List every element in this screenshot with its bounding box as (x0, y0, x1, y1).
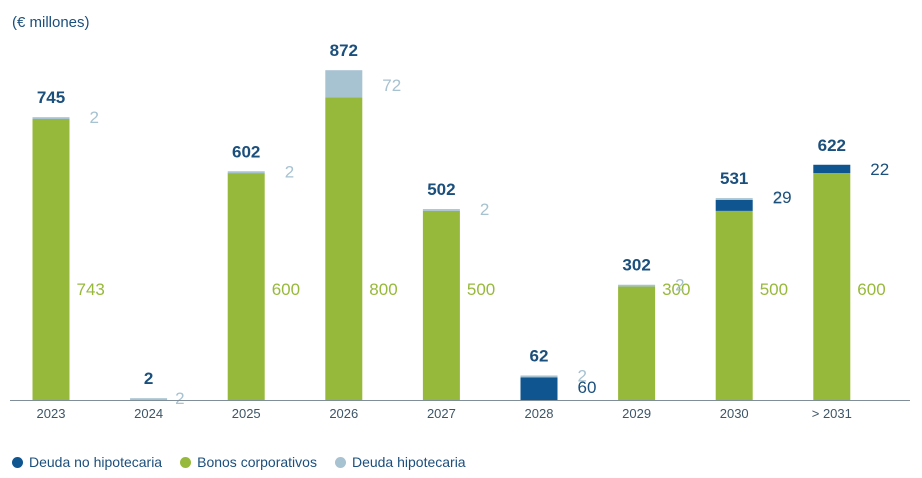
legend-dot-bonos (180, 456, 192, 468)
x-tick-label: > 2031 (812, 406, 852, 421)
bonos-value-label: 800 (369, 280, 397, 299)
total-label: 622 (818, 136, 846, 155)
hipotecaria-value-label: 72 (382, 76, 401, 95)
legend-dot-hipotecaria (334, 456, 346, 468)
total-label: 302 (622, 256, 650, 275)
legend-dot-no-hipotecaria (12, 456, 23, 468)
bar-hipotecaria (618, 284, 656, 287)
total-label: 602 (232, 142, 260, 161)
bar-bonos (715, 210, 753, 400)
x-tick-label: 2028 (525, 406, 554, 421)
bar-no-hipotecaria (715, 199, 753, 211)
bar-bonos (422, 210, 460, 400)
bonos-value-label: 500 (760, 280, 788, 299)
no-hipotecaria-value-label: 22 (870, 160, 889, 179)
hipotecaria-value-label: 2 (285, 162, 294, 181)
bonos-value-label: 500 (467, 280, 495, 299)
legend-label-bonos: Bonos corporativos (197, 454, 317, 470)
bonos-value-label: 743 (77, 280, 105, 299)
bar-hipotecaria (520, 375, 558, 378)
legend-label-no-hipotecaria: Deuda no hipotecaria (29, 454, 163, 470)
total-label: 745 (37, 88, 65, 107)
bar-hipotecaria (32, 117, 70, 119)
bar-bonos (32, 118, 70, 400)
legend-item-hipotecaria: Deuda hipotecaria (334, 454, 466, 470)
hipotecaria-value-label: 2 (675, 276, 684, 295)
total-label: 872 (330, 41, 358, 60)
x-tick-label: 2026 (329, 406, 358, 421)
bar-bonos (227, 173, 265, 400)
bonos-value-label: 600 (857, 280, 885, 299)
bar-hipotecaria (422, 209, 460, 211)
debt-maturity-chart: 7457432202322202460260022025872800722026… (10, 41, 910, 421)
no-hipotecaria-value-label: 60 (578, 378, 597, 397)
x-tick-label: 2029 (622, 406, 651, 421)
x-tick-label: 2025 (232, 406, 261, 421)
bar-bonos (325, 97, 363, 400)
legend: Deuda no hipotecaria Bonos corporativos … (12, 454, 466, 470)
bar-hipotecaria (130, 398, 168, 400)
total-label: 531 (720, 169, 748, 188)
hipotecaria-value-label: 2 (578, 367, 587, 386)
hipotecaria-value-label: 2 (773, 189, 782, 208)
x-tick-label: 2023 (37, 406, 66, 421)
legend-item-no-hipotecaria: Deuda no hipotecaria (12, 454, 162, 470)
x-tick-label: 2027 (427, 406, 456, 421)
legend-item-bonos: Bonos corporativos (180, 454, 317, 470)
total-label: 2 (144, 369, 153, 388)
bar-no-hipotecaria (813, 164, 851, 174)
x-tick-label: 2024 (134, 406, 163, 421)
bar-no-hipotecaria (520, 377, 558, 400)
hipotecaria-value-label: 2 (90, 108, 99, 127)
total-label: 62 (530, 347, 549, 366)
bonos-value-label: 600 (272, 280, 300, 299)
bar-bonos (813, 173, 851, 400)
total-label: 502 (427, 180, 455, 199)
bar-hipotecaria (325, 70, 363, 98)
legend-label-hipotecaria: Deuda hipotecaria (351, 454, 466, 470)
bar-bonos (618, 286, 656, 400)
unit-label: (€ millones) (12, 14, 90, 31)
hipotecaria-value-label: 2 (480, 200, 489, 219)
bar-hipotecaria (715, 198, 753, 200)
bonos-value-label: 300 (662, 280, 690, 299)
bar-hipotecaria (227, 171, 265, 174)
x-tick-label: 2030 (720, 406, 749, 421)
no-hipotecaria-value-label: 29 (773, 188, 792, 207)
hipotecaria-value-label: 2 (175, 389, 184, 408)
